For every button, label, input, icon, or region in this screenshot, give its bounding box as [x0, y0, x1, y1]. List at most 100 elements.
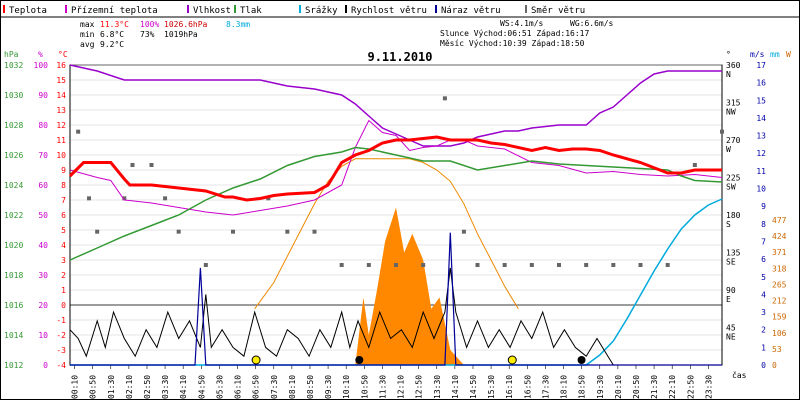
time-tick-label: 06:10 — [234, 375, 243, 399]
wind-direction-point — [394, 263, 398, 267]
wind-direction-point — [266, 196, 271, 201]
axis-tick-ms: 16 — [756, 79, 766, 88]
time-tick-label: 22:10 — [668, 375, 677, 399]
precipitation-line — [70, 198, 723, 366]
stat-avg-temp: 9.2°C — [100, 40, 124, 49]
time-tick-label: 18:10 — [560, 375, 569, 399]
time-tick-label: 20:10 — [614, 375, 623, 399]
axis-title-dir: ° — [726, 50, 731, 59]
axis-title-pct: % — [38, 50, 43, 59]
axis-tick-hpa: 1016 — [4, 301, 23, 310]
time-tick-label: 11:30 — [378, 375, 387, 399]
axis-tick-pct: 30 — [38, 271, 48, 280]
legend-label: Srážky — [305, 6, 338, 16]
axis-tick-ms: 9 — [761, 202, 766, 211]
stat-sun: Slunce Východ:06:51 Západ:16:17 — [440, 29, 589, 38]
axis-tick-mm: 424 — [772, 232, 787, 241]
axis-tick-dir-name: S — [726, 220, 731, 229]
chart-title: 9.11.2010 — [367, 50, 432, 64]
wind-direction-point — [285, 229, 290, 234]
axis-tick-hpa: 1020 — [4, 241, 23, 250]
stat-min-press: 1019hPa — [164, 30, 198, 39]
temperature-line — [68, 135, 722, 202]
time-tick-label: 18:50 — [578, 375, 587, 399]
wind-direction-point — [557, 263, 561, 267]
time-tick-label: 12:10 — [397, 375, 406, 399]
axis-tick-ms: 11 — [756, 167, 766, 176]
time-tick-label: 02:50 — [143, 375, 152, 399]
pressure-line — [69, 146, 723, 261]
axis-tick-ms: 4 — [761, 290, 766, 299]
axis-tick-pct: 0 — [43, 361, 48, 370]
axis-tick-hpa: 1030 — [4, 91, 23, 100]
axis-tick-deg: 12 — [56, 121, 66, 130]
wind-direction-point — [665, 263, 670, 267]
axis-title-time: čas — [732, 370, 747, 380]
wind-direction-point — [122, 196, 127, 201]
axis-tick-deg: 15 — [56, 76, 66, 85]
time-tick-label: 16:50 — [523, 375, 532, 399]
axis-tick-pct: 90 — [38, 91, 48, 100]
wind-direction-point — [76, 129, 81, 134]
sunset-marker — [507, 355, 517, 365]
legend-label: Teplota — [9, 6, 47, 16]
axis-tick-pct: 40 — [38, 241, 48, 250]
wind-direction-point — [203, 263, 208, 267]
time-tick-label: 08:10 — [288, 375, 297, 399]
wind-direction-point — [130, 163, 135, 167]
axis-tick-hpa: 1014 — [4, 331, 23, 340]
time-tick-label: 14:50 — [469, 375, 478, 399]
axis-tick-ms: 0 — [761, 361, 766, 370]
time-tick-label: 21:30 — [650, 375, 659, 399]
axis-tick-dir: 90 — [726, 286, 736, 295]
axis-tick-hpa: 1028 — [4, 121, 23, 130]
axis-tick-ms: 15 — [756, 96, 766, 105]
axis-tick-ms: 1 — [761, 343, 766, 352]
axis-tick-deg: 0 — [61, 301, 66, 310]
time-tick-label: 05:30 — [215, 375, 224, 399]
axis-tick-deg: -2 — [56, 331, 66, 340]
axis-tick-dir: 270 — [726, 136, 741, 145]
wind-gust-line — [70, 232, 722, 366]
axis-tick-pct: 60 — [38, 181, 48, 190]
stat-max-temp: 11.3°C — [100, 20, 129, 29]
axis-tick-deg: 4 — [61, 241, 66, 250]
axis-tick-deg: 7 — [61, 196, 66, 205]
axis-tick-ms: 5 — [761, 273, 766, 282]
axis-tick-dir: 180 — [726, 211, 741, 220]
axis-tick-ms: 17 — [756, 61, 766, 70]
axis-tick-dir: 135 — [726, 249, 741, 258]
axis-tick-ms: 10 — [756, 185, 766, 194]
axis-tick-dir-name: NW — [726, 108, 736, 117]
axis-tick-deg: 16 — [56, 61, 66, 70]
axis-tick-dir-name: N — [726, 70, 731, 79]
stat-max-label: max — [80, 20, 95, 29]
time-tick-label: 20:50 — [632, 375, 641, 399]
time-tick-label: 00:50 — [89, 375, 98, 399]
axis-tick-hpa: 1032 — [4, 61, 23, 70]
wind-direction-point — [720, 129, 724, 134]
axis-title-ms: m/s — [750, 50, 765, 59]
time-tick-label: 19:30 — [596, 375, 605, 399]
axis-tick-mm: 318 — [772, 264, 787, 273]
axis-tick-deg: 14 — [56, 91, 66, 100]
wind-direction-point — [638, 263, 643, 267]
time-tick-label: 00:10 — [71, 375, 80, 399]
axis-tick-dir: 315 — [726, 99, 741, 108]
axis-tick-ms: 13 — [756, 132, 766, 141]
wind-direction-point — [611, 263, 616, 267]
time-tick-label: 10:10 — [342, 375, 351, 399]
axis-tick-dir-name: E — [726, 295, 731, 304]
axis-tick-deg: 3 — [61, 256, 66, 265]
rain-rate-area — [355, 207, 464, 365]
wind-direction-point — [312, 229, 317, 234]
stat-ws: WS:4.1m/s — [500, 19, 544, 28]
axis-tick-pct: 80 — [38, 121, 48, 130]
time-tick-label: 12:50 — [415, 375, 424, 399]
axis-tick-hpa: 1026 — [4, 151, 23, 160]
wind-direction-point — [231, 229, 235, 234]
axis-tick-pct: 100 — [34, 61, 49, 70]
axis-tick-pct: 50 — [38, 211, 48, 220]
axis-tick-mm: 0 — [772, 361, 777, 370]
